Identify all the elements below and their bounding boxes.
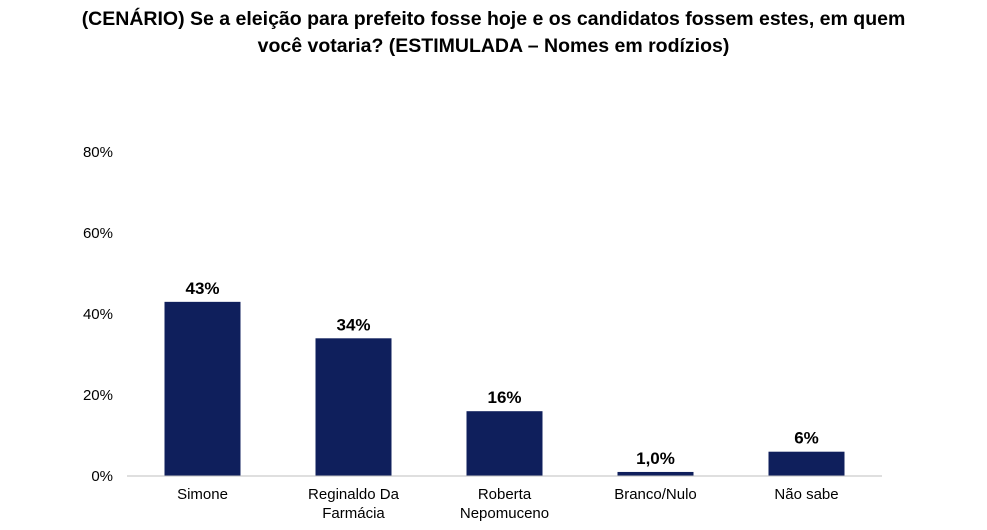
y-tick-label: 40% [83, 306, 113, 323]
x-tick-label: Farmácia [322, 505, 385, 522]
x-tick-label: Roberta [478, 486, 532, 503]
data-label: 34% [336, 315, 370, 334]
bar [768, 451, 845, 476]
x-tick-label: Branco/Nulo [614, 486, 697, 503]
data-label: 1,0% [636, 449, 675, 468]
y-axis: 0% 20% 40% 60% 80% [83, 144, 113, 485]
y-tick-label: 80% [83, 144, 113, 161]
x-tick-label: Não sabe [774, 486, 838, 503]
data-label: 16% [487, 388, 521, 407]
bars-group: 43% 34% 16% 1,0% 6% [164, 279, 845, 476]
bar [617, 471, 694, 476]
data-label: 6% [794, 429, 819, 448]
y-tick-label: 0% [91, 468, 113, 485]
chart-title: (CENÁRIO) Se a eleição para prefeito fos… [0, 6, 987, 60]
x-axis: Simone Reginaldo Da Farmácia Roberta Nepomuc… [127, 475, 882, 522]
bar [164, 301, 241, 476]
x-tick-label: Nepomuceno [460, 505, 549, 522]
x-tick-label: Reginaldo Da [308, 486, 400, 503]
x-tick-label: Simone [177, 486, 228, 503]
y-tick-label: 20% [83, 387, 113, 404]
bar [315, 338, 392, 476]
y-tick-label: 60% [83, 225, 113, 242]
chart-title-line-2: você votaria? (ESTIMULADA – Nomes em rod… [257, 35, 730, 57]
bar [466, 411, 543, 476]
chart-title-line-1: (CENÁRIO) Se a eleição para prefeito fos… [81, 8, 906, 30]
data-label: 43% [185, 279, 219, 298]
